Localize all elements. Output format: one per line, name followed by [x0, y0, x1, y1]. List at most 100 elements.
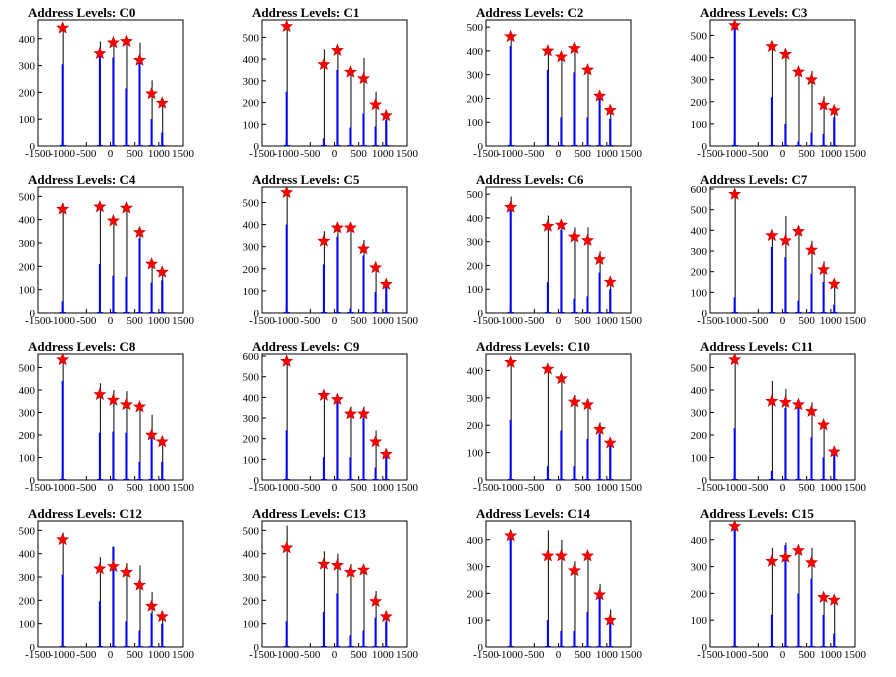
- peak-marker: [728, 519, 742, 532]
- histogram-spike: [546, 466, 549, 480]
- histogram-spike: [125, 88, 128, 146]
- peak-marker: [317, 557, 331, 570]
- histogram-spike: [573, 72, 576, 146]
- histogram-spike: [822, 282, 825, 313]
- histogram-spike: [784, 408, 787, 480]
- peak-marker: [93, 200, 107, 213]
- histogram-spike: [125, 276, 128, 313]
- peak-marker: [791, 224, 805, 237]
- histogram-spike: [285, 621, 288, 647]
- y-tick-label: 400: [19, 34, 36, 46]
- histogram-panel: Address Levels: C10 0 100 200 300 400 -1500-10…: [467, 339, 643, 494]
- histogram-spike: [322, 612, 325, 647]
- x-tick-label: 1000: [820, 315, 843, 327]
- peak-marker: [119, 397, 133, 411]
- histogram-spike: [573, 298, 576, 313]
- y-tick-label: 200: [19, 87, 36, 99]
- x-tick-label: -1000: [49, 649, 75, 661]
- x-tick-label: -1500: [473, 649, 499, 661]
- peak-marker: [541, 44, 555, 57]
- peak-marker: [504, 528, 518, 542]
- peak-marker: [603, 275, 617, 288]
- y-tick-label: 500: [19, 191, 36, 203]
- histogram-spike: [349, 635, 352, 647]
- x-tick-label: -500: [76, 315, 97, 327]
- y-tick-label: 400: [243, 392, 260, 404]
- peak-marker: [567, 41, 581, 55]
- x-tick-label: 0: [556, 649, 562, 661]
- x-tick-label: -1000: [497, 148, 523, 160]
- x-tick-label: -1500: [473, 482, 499, 494]
- peak-marker: [791, 65, 805, 78]
- histogram-spike: [374, 467, 377, 480]
- x-tick-label: 1500: [620, 649, 643, 661]
- x-tick-label: 500: [574, 649, 591, 661]
- peak-marker: [357, 563, 370, 576]
- histogram-spike: [509, 419, 512, 480]
- histogram-spike: [770, 614, 773, 647]
- x-tick-label: 1500: [172, 315, 195, 327]
- panel-title: Address Levels: C13: [252, 506, 366, 521]
- x-tick-label: -500: [300, 649, 321, 661]
- y-tick-label: 100: [19, 619, 36, 631]
- x-tick-label: -1000: [497, 315, 523, 327]
- histogram-spike: [161, 280, 164, 313]
- x-tick-label: -1500: [249, 482, 275, 494]
- y-tick-label: 100: [19, 285, 36, 297]
- x-tick-label: 500: [798, 315, 815, 327]
- histogram-spike: [833, 453, 836, 480]
- histogram-spike: [161, 462, 164, 480]
- y-tick-label: 0: [30, 475, 36, 487]
- histogram-panel: Address Levels: C20100200300400500-1500-…: [467, 5, 643, 160]
- peak-marker: [93, 387, 107, 401]
- histogram-spike: [560, 430, 563, 480]
- histogram-spike: [98, 601, 101, 647]
- peak-marker: [728, 187, 742, 200]
- histogram-spike: [509, 46, 512, 147]
- histogram-spike: [810, 437, 813, 480]
- y-tick-label: 200: [467, 93, 484, 105]
- x-tick-label: -1500: [697, 482, 723, 494]
- peak-marker: [817, 590, 831, 603]
- x-tick-label: 0: [556, 482, 562, 494]
- panel-title: Address Levels: C1: [252, 5, 359, 20]
- histogram-spike: [586, 117, 589, 146]
- histogram-spike: [833, 633, 836, 647]
- y-tick-label: 500: [19, 363, 36, 375]
- peak-marker: [603, 103, 617, 116]
- peak-marker: [280, 19, 294, 33]
- x-tick-label: -1500: [249, 315, 275, 327]
- x-tick-label: 1500: [620, 482, 643, 494]
- histogram-spike: [598, 593, 601, 647]
- histogram-spike: [336, 401, 339, 480]
- histogram-spike: [560, 117, 563, 146]
- peak-marker: [593, 422, 607, 435]
- y-tick-label: 0: [254, 642, 260, 654]
- y-tick-label: 100: [691, 287, 708, 299]
- x-tick-label: 0: [332, 482, 338, 494]
- histogram-spike: [733, 297, 736, 313]
- y-tick-label: 300: [243, 572, 260, 584]
- x-tick-label: 1000: [148, 649, 171, 661]
- x-tick-label: 1500: [396, 482, 419, 494]
- x-tick-label: -1000: [273, 649, 299, 661]
- x-tick-label: 1000: [372, 315, 395, 327]
- peak-marker: [554, 50, 568, 63]
- y-tick-label: 100: [243, 119, 260, 131]
- peak-marker: [791, 543, 805, 557]
- histogram-spike: [362, 630, 365, 647]
- panel-title: Address Levels: C9: [252, 339, 360, 354]
- x-tick-label: -1500: [697, 148, 723, 160]
- histogram-spike: [138, 630, 141, 647]
- y-tick-label: 300: [467, 70, 484, 82]
- histogram-spike: [150, 613, 153, 647]
- histogram-spike: [374, 292, 377, 313]
- x-tick-label: -500: [524, 315, 545, 327]
- histogram-spike: [374, 617, 377, 647]
- peak-marker: [369, 97, 383, 111]
- x-tick-label: -1500: [697, 315, 723, 327]
- histogram-spike: [560, 630, 563, 647]
- x-tick-label: 500: [798, 482, 815, 494]
- x-tick-label: 1000: [372, 649, 395, 661]
- peak-marker: [133, 578, 146, 591]
